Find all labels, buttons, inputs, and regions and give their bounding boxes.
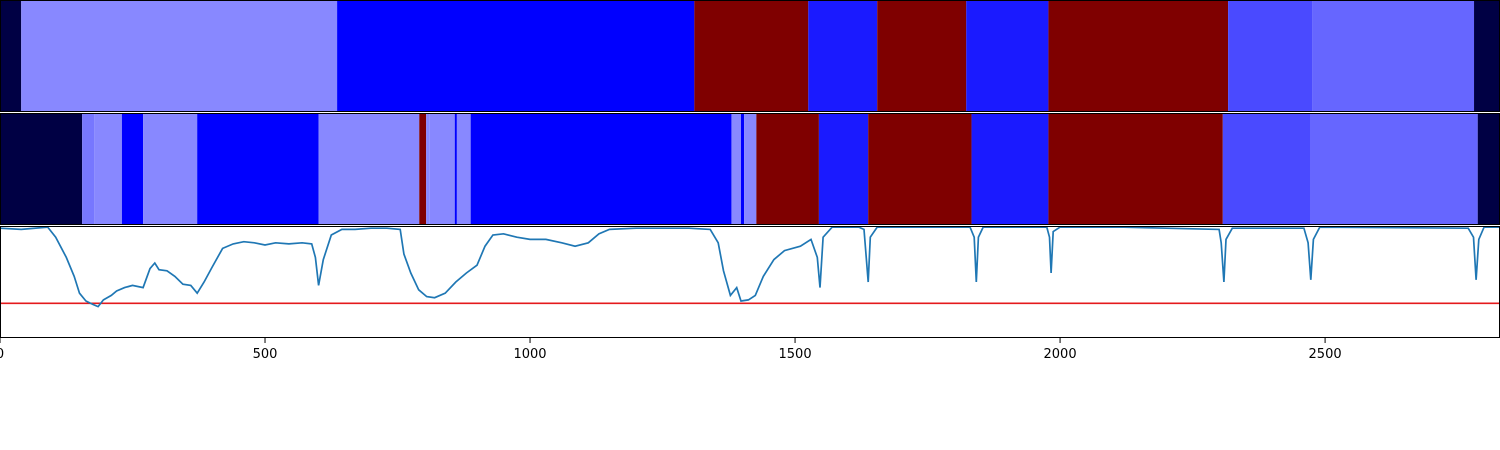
segment-2-7: [318, 113, 420, 225]
segment-1-5: [808, 0, 878, 112]
segment-2-16: [744, 113, 757, 225]
segment-1-1: [0, 0, 22, 112]
series-line: [0, 226, 1500, 308]
panel-frame-3: [0, 226, 1500, 338]
x-tick-label-0: 0: [0, 347, 4, 362]
segment-2-14: [731, 113, 741, 225]
segment-2-5: [143, 113, 198, 225]
segment-2-6: [197, 113, 319, 225]
segment-2-22: [1222, 113, 1311, 225]
segment-1-2: [21, 0, 338, 112]
segment-2-8: [419, 113, 427, 225]
segment-2-20: [971, 113, 1049, 225]
segment-track-2: [0, 113, 1500, 225]
segment-1-9: [1228, 0, 1313, 112]
segment-1-10: [1312, 0, 1475, 112]
x-tick-label-5: 2500: [1309, 347, 1342, 362]
x-tick-label-4: 2000: [1044, 347, 1077, 362]
segment-2-1: [0, 113, 83, 225]
segment-2-11: [454, 113, 457, 225]
segment-2-15: [740, 113, 745, 225]
segment-2-24: [1477, 113, 1500, 225]
segment-2-18: [818, 113, 869, 225]
line-panel: [0, 226, 1500, 308]
x-axis: 0 500 1000 1500 2000 2500: [0, 338, 1342, 362]
segment-2-17: [756, 113, 819, 225]
segment-track-1: [0, 0, 1500, 112]
x-tick-label-3: 1500: [779, 347, 812, 362]
segment-2-23: [1310, 113, 1478, 225]
segment-1-4: [694, 0, 809, 112]
segment-1-11: [1474, 0, 1500, 112]
segment-1-7: [966, 0, 1049, 112]
segment-2-21: [1048, 113, 1223, 225]
segment-1-6: [877, 0, 967, 112]
x-tick-label-1: 500: [253, 347, 278, 362]
segment-2-9: [426, 113, 430, 225]
segment-2-4: [121, 113, 144, 225]
segment-1-8: [1048, 0, 1229, 112]
segment-2-12: [456, 113, 471, 225]
segment-1-3: [337, 0, 695, 112]
segment-2-13: [470, 113, 732, 225]
x-tick-label-2: 1000: [513, 347, 546, 362]
segment-2-2: [82, 113, 95, 225]
segment-2-10: [429, 113, 455, 225]
segment-2-19: [868, 113, 972, 225]
segment-2-3: [94, 113, 122, 225]
